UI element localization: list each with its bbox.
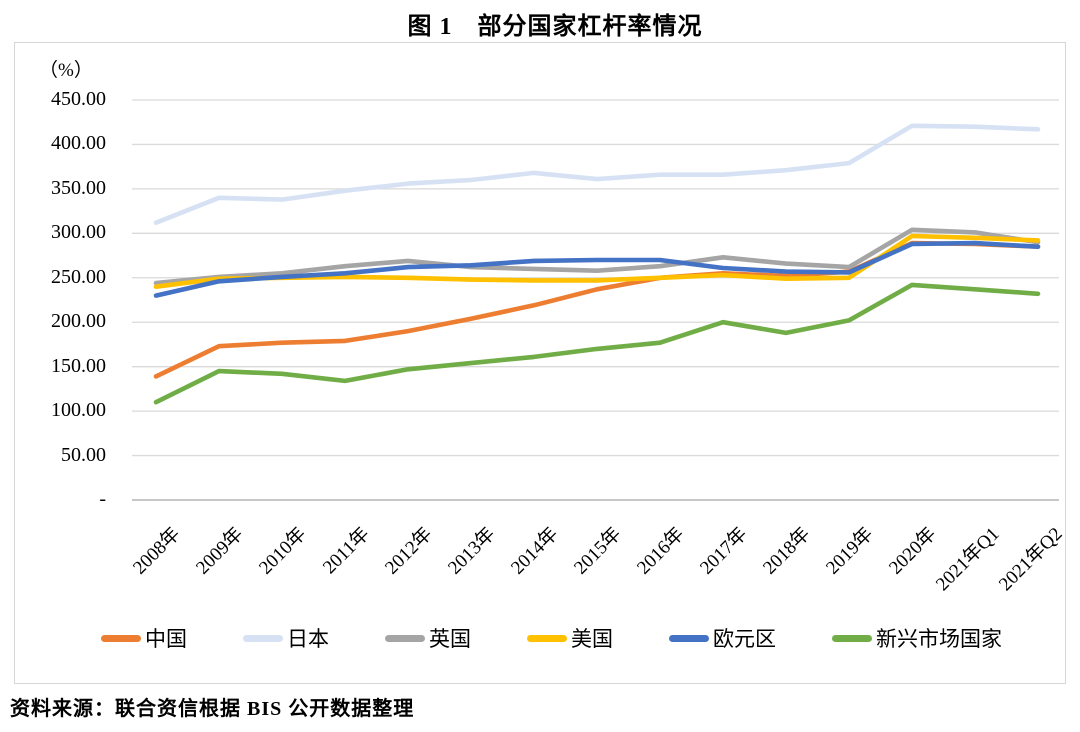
legend-item-us: 美国 bbox=[527, 623, 613, 653]
legend-label-uk: 英国 bbox=[429, 627, 471, 651]
legend-item-japan: 日本 bbox=[243, 623, 329, 653]
legend-item-emerging-markets: 新兴市场国家 bbox=[832, 623, 1002, 653]
chart-title: 图 1 部分国家杠杆率情况 bbox=[407, 14, 703, 40]
y-tick-label: - bbox=[99, 487, 106, 510]
chart-frame: （%） 450.00 400.00 350.00 300.00 250.00 200.00… bbox=[14, 42, 1066, 684]
y-tick-label: 50.00 bbox=[61, 443, 106, 466]
legend-label-japan: 日本 bbox=[287, 627, 329, 651]
legend-swatch-japan bbox=[243, 634, 283, 642]
y-tick-label: 400.00 bbox=[51, 132, 106, 155]
y-tick-label: 450.00 bbox=[51, 88, 106, 110]
series-line-uk bbox=[153, 227, 1041, 286]
legend-swatch-uk bbox=[385, 634, 425, 642]
y-tick-label: 300.00 bbox=[51, 221, 106, 244]
y-tick-label: 250.00 bbox=[51, 265, 106, 288]
series-line-china bbox=[153, 240, 1041, 379]
legend-swatch-china bbox=[101, 634, 141, 642]
legend-label-us: 美国 bbox=[571, 627, 613, 651]
series-line-emerging-markets bbox=[153, 282, 1041, 405]
legend-swatch-us bbox=[527, 634, 567, 642]
legend-swatch-eurozone bbox=[669, 634, 709, 642]
legend-item-eurozone: 欧元区 bbox=[669, 623, 776, 653]
legend-swatch-emerging-markets bbox=[832, 634, 872, 642]
y-tick-label: 200.00 bbox=[51, 310, 106, 333]
y-axis-unit-label: （%） bbox=[39, 60, 93, 81]
y-tick-label: 350.00 bbox=[51, 176, 106, 199]
y-tick-label: 100.00 bbox=[51, 399, 106, 422]
series-line-eurozone bbox=[153, 240, 1041, 298]
series-line-japan bbox=[153, 123, 1041, 225]
plot-area bbox=[132, 99, 1059, 501]
y-tick-label: 150.00 bbox=[51, 354, 106, 377]
legend-item-china: 中国 bbox=[101, 623, 187, 653]
legend-label-emerging-markets: 新兴市场国家 bbox=[876, 627, 1002, 651]
legend: 中国 日本 英国 美国 欧元区 新兴市场国家 bbox=[101, 621, 1002, 655]
legend-item-uk: 英国 bbox=[385, 623, 471, 653]
legend-label-china: 中国 bbox=[145, 627, 187, 651]
legend-label-eurozone: 欧元区 bbox=[713, 627, 776, 651]
source-note: 资料来源：联合资信根据 BIS 公开数据整理 bbox=[10, 698, 415, 720]
